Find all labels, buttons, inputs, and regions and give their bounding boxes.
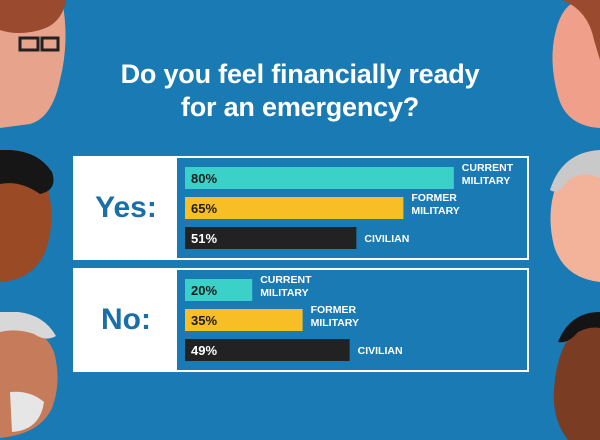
category-label: CURRENT MILITARY xyxy=(462,162,514,187)
bar-value-label: 80% xyxy=(191,171,217,186)
person-face-icon xyxy=(550,150,600,282)
person-face-icon xyxy=(0,312,58,438)
person-face-icon xyxy=(0,150,54,282)
chart-title-line-2: for an emergency? xyxy=(180,92,420,122)
chart-title-line-1: Do you feel financially ready xyxy=(120,59,480,89)
person-face-icon xyxy=(553,312,600,440)
no-bar-chart: 20% CURRENT MILITARY 35% FORMER MILITARY 49% CI… xyxy=(185,274,403,361)
bar-value-label: 49% xyxy=(191,343,217,358)
bar-value-label: 20% xyxy=(191,283,217,298)
bar-value-label: 65% xyxy=(191,201,217,216)
bar xyxy=(185,227,357,249)
panel-label-yes: Yes: xyxy=(75,158,177,258)
bar xyxy=(185,309,303,331)
category-label: CURRENT MILITARY xyxy=(260,274,312,299)
bar xyxy=(185,279,253,301)
bar xyxy=(185,339,350,361)
chart-title: Do you feel financially ready for an eme… xyxy=(80,58,520,124)
bar xyxy=(185,197,404,219)
category-label: CIVILIAN xyxy=(358,345,403,357)
panel-label-no: No: xyxy=(75,270,177,370)
person-face-icon xyxy=(552,0,600,128)
no-panel: No: 20% CURRENT MILITARY 35% FORMER MILITARY 4… xyxy=(73,268,529,372)
person-face-icon xyxy=(0,0,66,128)
bar-value-label: 35% xyxy=(191,313,217,328)
yes-bar-chart: 80% CURRENT MILITARY 65% FORMER MILITARY 51% CI… xyxy=(185,162,514,249)
yes-panel: Yes: 80% CURRENT MILITARY 65% FORMER MILITARY… xyxy=(73,156,529,260)
category-label: FORMER MILITARY xyxy=(311,304,359,329)
bar-value-label: 51% xyxy=(191,231,217,246)
bar xyxy=(185,167,454,189)
category-label: CIVILIAN xyxy=(364,233,409,245)
category-label: FORMER MILITARY xyxy=(411,192,459,217)
